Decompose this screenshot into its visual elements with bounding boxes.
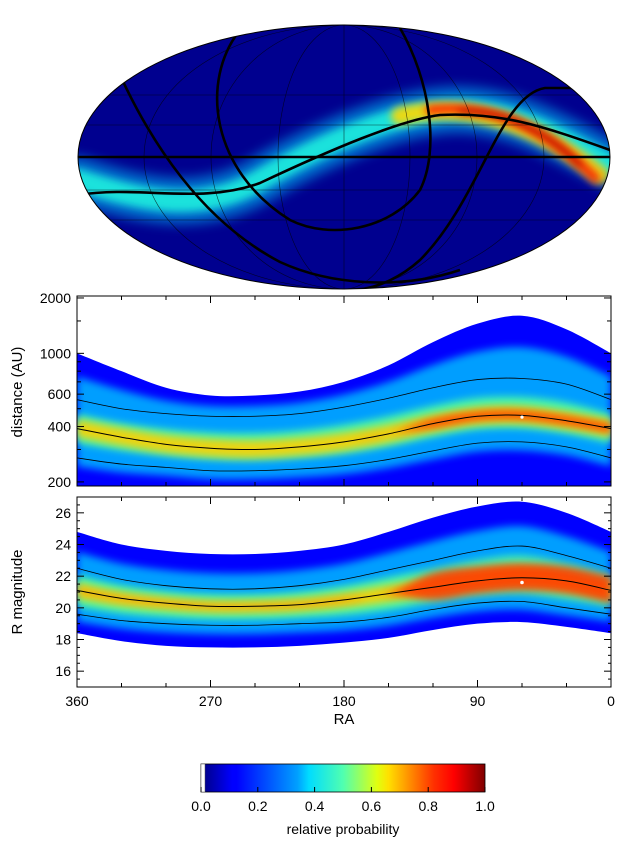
sky-map-outline	[77, 24, 611, 290]
magnitude-peak-marker	[520, 580, 524, 585]
distance-x-ticks	[76, 296, 612, 486]
magnitude-lower-contour	[77, 600, 611, 626]
distance-y-tick-label: 600	[48, 386, 72, 402]
distance-y-tick-label: 200	[48, 474, 72, 490]
ra-x-tick-label: 360	[65, 693, 89, 709]
ra-x-tick-label: 90	[470, 693, 486, 709]
magnitude-y-axis: 16 18 20 22 24 26	[55, 496, 611, 688]
colorbar-tick-label: 0.8	[418, 798, 438, 814]
distance-lower-contour	[77, 441, 611, 472]
magnitude-y-tick-label: 16	[55, 663, 71, 679]
distance-panel: 200 400 600 1000 2000 distance (AU)	[9, 290, 612, 490]
magnitude-y-label: R magnitude	[9, 549, 26, 634]
distance-y-tick-label: 2000	[40, 290, 71, 306]
colorbar-tick-label: 0.6	[362, 798, 382, 814]
distance-peak-marker	[520, 415, 524, 419]
magnitude-panel: 16 18 20 22 24 26 360 270 180 90 0 R magnitude RA	[9, 496, 615, 728]
distance-y-axis: 200 400 600 1000 2000	[40, 290, 611, 490]
distance-y-tick-label: 1000	[40, 345, 71, 361]
distance-median-line	[77, 414, 611, 451]
magnitude-band-core	[77, 563, 611, 608]
ra-x-tick-label: 180	[332, 693, 356, 709]
magnitude-y-tick-label: 18	[55, 632, 71, 648]
colorbar-tick-label: 0.0	[191, 798, 211, 814]
magnitude-y-tick-label: 26	[55, 505, 71, 521]
ra-x-tick-label: 0	[607, 693, 615, 709]
magnitude-heatmap	[77, 501, 611, 648]
colorbar-ticks: 0.0 0.2 0.4 0.6 0.8 1.0	[191, 787, 495, 814]
magnitude-y-tick-label: 24	[55, 537, 71, 553]
ra-x-tick-label: 270	[199, 693, 223, 709]
magnitude-upper-contour	[77, 545, 611, 590]
colorbar-ramp	[200, 763, 486, 793]
magnitude-median-line	[77, 577, 611, 608]
colorbar: 0.0 0.2 0.4 0.6 0.8 1.0 relative probability	[191, 763, 495, 837]
ra-x-label: RA	[334, 711, 355, 728]
colorbar-tick-label: 1.0	[475, 798, 495, 814]
magnitude-y-tick-label: 22	[55, 568, 71, 584]
colorbar-label: relative probability	[287, 821, 400, 837]
distance-heatmap	[77, 315, 611, 486]
magnitude-y-tick-label: 20	[55, 600, 71, 616]
distance-band-core	[77, 410, 611, 450]
colorbar-tick-label: 0.2	[248, 798, 268, 814]
magnitude-x-axis: 360 270 180 90 0	[65, 497, 615, 709]
colorbar-tick-label: 0.4	[305, 798, 325, 814]
distance-y-tick-label: 400	[48, 419, 72, 435]
distance-upper-contour	[77, 377, 611, 417]
sky-map-curves	[78, 27, 610, 289]
distance-y-label: distance (AU)	[9, 347, 26, 438]
sky-map	[77, 24, 611, 290]
colorbar-cap	[200, 763, 206, 793]
